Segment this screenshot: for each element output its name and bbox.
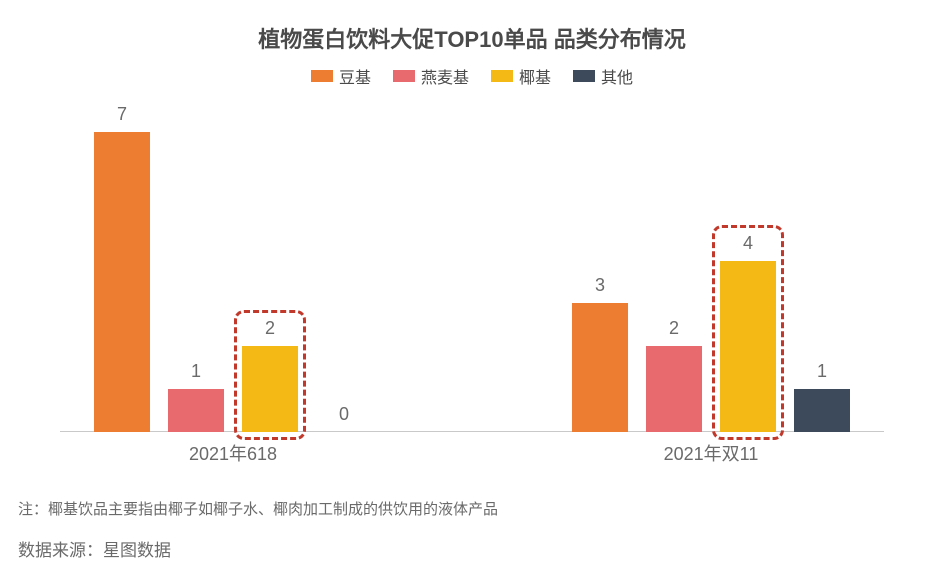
bar: 2 — [242, 346, 298, 432]
legend-label: 其他 — [601, 64, 633, 88]
bar: 2 — [646, 346, 702, 432]
bar-value-label: 1 — [817, 361, 827, 382]
bar: 1 — [794, 389, 850, 432]
legend-swatch — [491, 70, 513, 82]
bar-value-label: 7 — [117, 104, 127, 125]
footnote-text: 椰基饮品主要指由椰子如椰子水、椰肉加工制成的供饮用的液体产品 — [48, 501, 498, 518]
footnote-prefix: 注： — [18, 501, 48, 518]
legend: 豆基 燕麦基 椰基 其他 — [0, 64, 944, 88]
bar-value-label: 3 — [595, 275, 605, 296]
legend-label: 椰基 — [519, 64, 551, 88]
data-source-text: 星图数据 — [103, 541, 171, 560]
bar-value-label: 1 — [191, 361, 201, 382]
legend-label: 豆基 — [339, 64, 371, 88]
legend-swatch — [311, 70, 333, 82]
legend-label: 燕麦基 — [421, 64, 469, 88]
legend-swatch — [393, 70, 415, 82]
bar: 4 — [720, 261, 776, 432]
chart-plot-area: 2021年61871202021年双113241 — [60, 132, 884, 462]
bar: 1 — [168, 389, 224, 432]
x-axis-label: 2021年双11 — [664, 440, 759, 466]
bar-value-label: 0 — [339, 404, 349, 425]
legend-item-oat: 燕麦基 — [393, 64, 469, 88]
bar-value-label: 4 — [743, 233, 753, 254]
legend-swatch — [573, 70, 595, 82]
legend-item-other: 其他 — [573, 64, 633, 88]
legend-item-coconut: 椰基 — [491, 64, 551, 88]
x-axis-label: 2021年618 — [189, 440, 277, 466]
bar-value-label: 2 — [669, 318, 679, 339]
data-source: 数据来源：星图数据 — [18, 536, 171, 561]
bar: 7 — [94, 132, 150, 432]
chart-title: 植物蛋白饮料大促TOP10单品 品类分布情况 — [0, 22, 944, 54]
footnote: 注：椰基饮品主要指由椰子如椰子水、椰肉加工制成的供饮用的液体产品 — [18, 498, 498, 519]
bar: 3 — [572, 303, 628, 432]
bar-value-label: 2 — [265, 318, 275, 339]
legend-item-soy: 豆基 — [311, 64, 371, 88]
data-source-prefix: 数据来源： — [18, 541, 103, 560]
